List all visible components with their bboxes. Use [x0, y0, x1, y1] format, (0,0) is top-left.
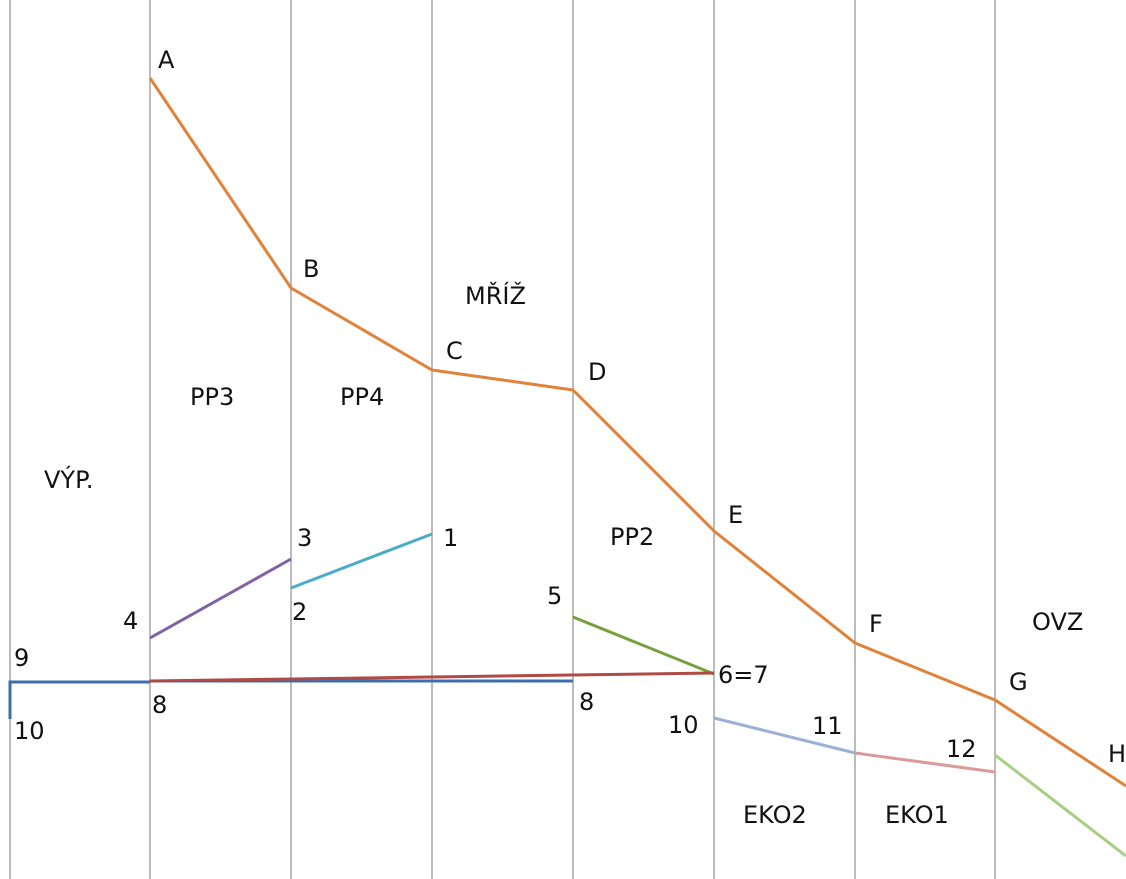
zone-labels: VÝP. PP3 PP4 MŘÍŽ PP2 EKO2 EKO1 OVZ [44, 281, 1083, 829]
grid-lines [9, 0, 996, 879]
point-label-8-left: 8 [152, 691, 167, 719]
point-label-8-right: 8 [579, 688, 594, 716]
point-label-9: 9 [14, 644, 29, 672]
zone-label-eko2: EKO2 [743, 801, 807, 829]
segment-10-11 [713, 716, 856, 755]
point-label-5: 5 [547, 582, 562, 610]
zone-label-pp2: PP2 [610, 523, 654, 551]
point-label-g: G [1009, 668, 1028, 696]
segment-4-3 [149, 557, 292, 640]
point-label-12: 12 [946, 735, 977, 763]
zone-label-pp4: PP4 [340, 383, 384, 411]
point-label-3: 3 [297, 524, 312, 552]
point-label-1: 1 [443, 524, 458, 552]
zone-label-ovz: OVZ [1032, 608, 1083, 636]
point-label-c: C [446, 337, 463, 365]
point-label-10-left: 10 [14, 717, 45, 745]
point-label-4: 4 [123, 607, 138, 635]
segment-12-end [994, 753, 1126, 858]
segment-11-12 [854, 751, 996, 774]
point-label-a: A [158, 46, 175, 74]
point-label-h: H [1108, 740, 1126, 768]
point-label-b: B [303, 255, 319, 283]
point-label-d: D [588, 358, 606, 386]
point-labels: A B C D E F G H 1 2 3 4 5 6=7 8 8 9 10 1… [14, 46, 1126, 768]
point-label-f: F [869, 610, 883, 638]
zone-label-vyp: VÝP. [44, 465, 93, 494]
segment-8-7 [149, 671, 715, 683]
main-curve [148, 77, 1126, 788]
point-label-e: E [728, 501, 743, 529]
zone-label-eko1: EKO1 [885, 801, 949, 829]
segment-2-1 [290, 532, 433, 590]
zone-label-pp3: PP3 [190, 383, 234, 411]
point-label-11: 11 [812, 712, 843, 740]
zone-label-mriz: MŘÍŽ [465, 281, 526, 310]
point-label-2: 2 [292, 598, 307, 626]
point-label-10-right: 10 [668, 711, 699, 739]
segment-5-6 [572, 615, 715, 676]
point-label-6-7: 6=7 [718, 661, 769, 689]
segment-9-10 [8, 680, 150, 719]
